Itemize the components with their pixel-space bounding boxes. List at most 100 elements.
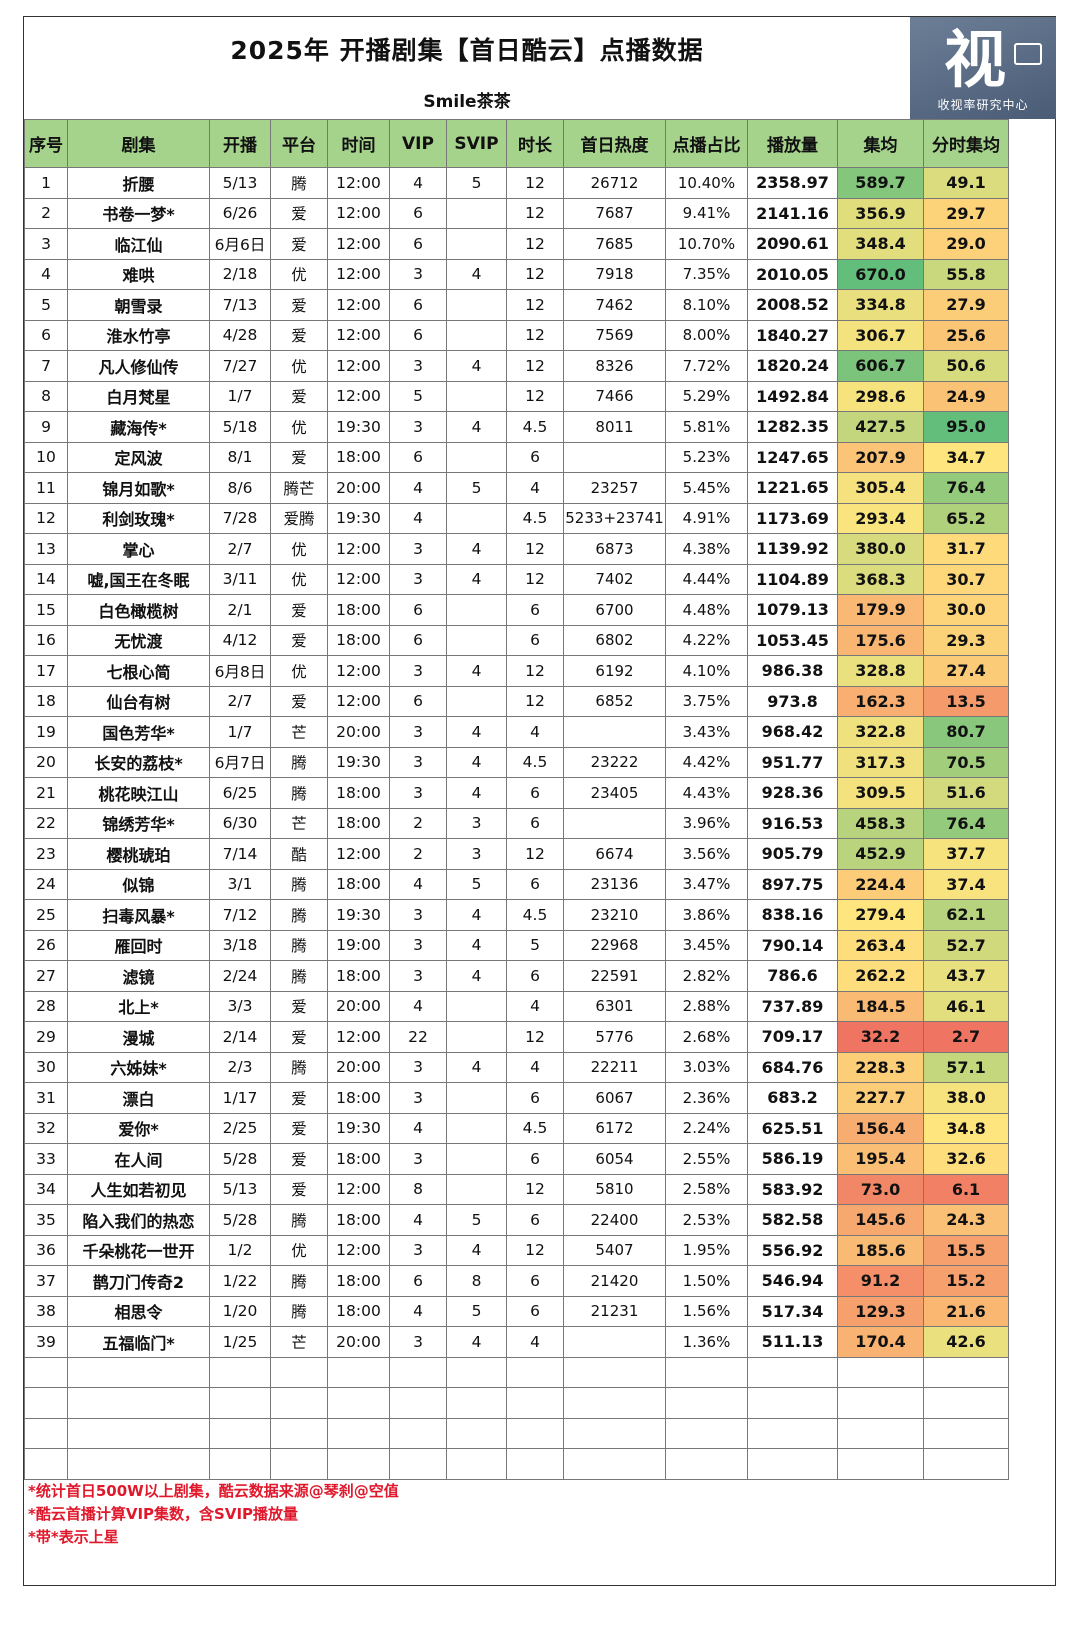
timeslot-average-cell: 24.3 [923, 1204, 1009, 1236]
air-time-cell: 18:00 [327, 1143, 390, 1175]
share-cell: 2.82% [665, 960, 748, 992]
platform-cell: 爱 [270, 228, 328, 260]
svip-episodes-cell [446, 1173, 507, 1205]
air-time-cell: 12:00 [327, 1173, 390, 1205]
column-header: 播放量 [747, 119, 838, 168]
air-time-cell: 18:00 [327, 807, 390, 839]
footnote-2: *酷云首播计算VIP集数，含SVIP播放量 [28, 1505, 299, 1523]
timeslot-average-cell: 49.1 [923, 167, 1009, 199]
vip-episodes-cell: 4 [389, 167, 447, 199]
svip-episodes-cell: 4 [446, 746, 507, 778]
empty-cell [270, 1417, 328, 1449]
premiere-date-cell: 2/3 [209, 1051, 271, 1083]
first-day-heat-cell: 5407 [563, 1234, 666, 1266]
share-cell: 4.42% [665, 746, 748, 778]
empty-cell [665, 1387, 748, 1419]
air-time-cell: 12:00 [327, 380, 390, 412]
column-header: 集均 [837, 119, 924, 168]
svip-episodes-cell [446, 685, 507, 717]
share-cell: 3.45% [665, 929, 748, 961]
air-time-cell: 18:00 [327, 441, 390, 473]
premiere-date-cell: 2/25 [209, 1112, 271, 1144]
drama-name-cell: 人生如若初见 [67, 1173, 210, 1205]
vip-episodes-cell: 3 [389, 1051, 447, 1083]
play-count-cell: 790.14 [747, 929, 838, 961]
vip-episodes-cell: 4 [389, 1295, 447, 1327]
share-cell: 3.96% [665, 807, 748, 839]
row-index-cell: 6 [24, 319, 68, 351]
table-row: 13 掌心 2/7 优 12:00 3 4 12 6873 4.38% 1139.92 380.0 31… [24, 533, 1009, 565]
drama-name-cell: 藏海传* [67, 411, 210, 443]
row-index-cell: 9 [24, 411, 68, 443]
timeslot-average-cell: 2.7 [923, 1021, 1009, 1053]
share-cell: 10.40% [665, 167, 748, 199]
svip-episodes-cell: 4 [446, 563, 507, 595]
empty-cell [506, 1387, 564, 1419]
row-index-cell: 8 [24, 380, 68, 412]
episode-average-cell: 32.2 [837, 1021, 924, 1053]
premiere-date-cell: 7/14 [209, 838, 271, 870]
premiere-date-cell: 2/14 [209, 1021, 271, 1053]
drama-name-cell: 书卷一梦* [67, 197, 210, 229]
vip-episodes-cell: 22 [389, 1021, 447, 1053]
timeslot-average-cell: 21.6 [923, 1295, 1009, 1327]
svip-episodes-cell: 5 [446, 1295, 507, 1327]
episode-average-cell: 334.8 [837, 289, 924, 321]
empty-cell [209, 1448, 271, 1480]
timeslot-average-cell: 42.6 [923, 1326, 1009, 1358]
air-time-cell: 18:00 [327, 594, 390, 626]
svip-episodes-cell: 3 [446, 807, 507, 839]
premiere-date-cell: 5/13 [209, 167, 271, 199]
premiere-date-cell: 2/7 [209, 685, 271, 717]
logo-caption: 收视率研究中心 [937, 98, 1029, 112]
episode-average-cell: 670.0 [837, 258, 924, 290]
timeslot-average-cell: 37.7 [923, 838, 1009, 870]
vip-episodes-cell: 3 [389, 746, 447, 778]
empty-cell [665, 1448, 748, 1480]
first-day-heat-cell [563, 441, 666, 473]
table-row: 39 五福临门* 1/25 芒 20:00 3 4 4 1.36% 511.13 170.4 42.6 [24, 1326, 1009, 1358]
air-time-cell: 18:00 [327, 868, 390, 900]
premiere-date-cell: 7/27 [209, 350, 271, 382]
duration-cell: 12 [506, 1173, 564, 1205]
empty-cell [389, 1387, 447, 1419]
platform-cell: 腾 [270, 929, 328, 961]
drama-name-cell: 相思令 [67, 1295, 210, 1327]
row-index-cell: 31 [24, 1082, 68, 1114]
premiere-date-cell: 3/11 [209, 563, 271, 595]
platform-cell: 爱 [270, 1143, 328, 1175]
empty-row [24, 1356, 1009, 1388]
share-cell: 4.38% [665, 533, 748, 565]
table-row: 30 六姊妹* 2/3 腾 20:00 3 4 4 22211 3.03% 684.76 228.3 5… [24, 1051, 1009, 1083]
play-count-cell: 583.92 [747, 1173, 838, 1205]
timeslot-average-cell: 30.7 [923, 563, 1009, 595]
duration-cell: 12 [506, 1234, 564, 1266]
table-row: 24 似锦 3/1 腾 18:00 4 5 6 23136 3.47% 897.75 224.4 37.… [24, 868, 1009, 900]
play-count-cell: 1840.27 [747, 319, 838, 351]
empty-cell [747, 1448, 838, 1480]
episode-average-cell: 305.4 [837, 472, 924, 504]
episode-average-cell: 293.4 [837, 502, 924, 534]
vip-episodes-cell: 8 [389, 1173, 447, 1205]
empty-cell [389, 1448, 447, 1480]
premiere-date-cell: 3/1 [209, 868, 271, 900]
premiere-date-cell: 1/17 [209, 1082, 271, 1114]
air-time-cell: 18:00 [327, 624, 390, 656]
play-count-cell: 737.89 [747, 990, 838, 1022]
share-cell: 9.41% [665, 197, 748, 229]
duration-cell: 12 [506, 1021, 564, 1053]
svip-episodes-cell: 4 [446, 1234, 507, 1266]
svip-episodes-cell: 4 [446, 1051, 507, 1083]
table-row: 18 仙台有树 2/7 爱 12:00 6 12 6852 3.75% 973.8 162.3 13.… [24, 685, 1009, 717]
svip-episodes-cell [446, 228, 507, 260]
timeslot-average-cell: 57.1 [923, 1051, 1009, 1083]
svip-episodes-cell [446, 1082, 507, 1114]
share-cell: 5.29% [665, 380, 748, 412]
first-day-heat-cell: 23405 [563, 777, 666, 809]
first-day-heat-cell: 7402 [563, 563, 666, 595]
air-time-cell: 20:00 [327, 990, 390, 1022]
table-row: 7 凡人修仙传 7/27 优 12:00 3 4 12 8326 7.72% 1820.24 606.… [24, 350, 1009, 382]
timeslot-average-cell: 15.5 [923, 1234, 1009, 1266]
row-index-cell: 39 [24, 1326, 68, 1358]
play-count-cell: 582.58 [747, 1204, 838, 1236]
